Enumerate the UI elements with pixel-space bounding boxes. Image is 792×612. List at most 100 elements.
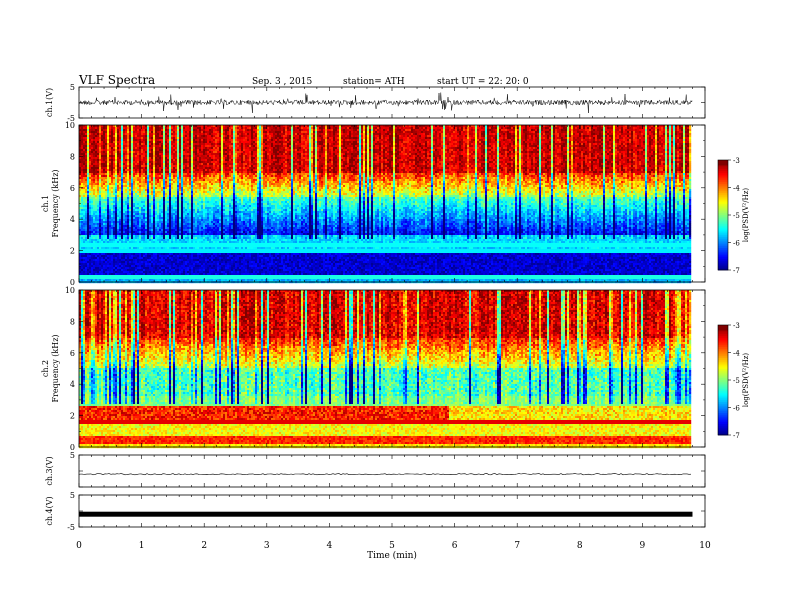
spectrogram-cell — [93, 199, 96, 202]
spectrogram-cell — [149, 129, 152, 132]
spectrogram-cell — [127, 195, 130, 198]
spectrogram-cell — [179, 173, 182, 176]
spectrogram-cell — [139, 167, 142, 170]
spectrogram-cell — [167, 261, 170, 264]
spectrogram-cell — [193, 137, 196, 140]
spectrogram-cell — [163, 143, 166, 146]
spectrogram-cell — [89, 127, 92, 130]
spectrogram-cell — [197, 173, 200, 176]
spectrogram-cell — [81, 129, 84, 132]
spectrogram-cell — [85, 237, 88, 240]
spectrogram-cell — [139, 257, 142, 260]
spectrogram-cell — [131, 169, 134, 172]
spectrogram-cell — [83, 189, 86, 192]
spectrogram-cell — [127, 229, 130, 232]
spectrogram-cell — [99, 203, 102, 206]
spectrogram-cell — [83, 221, 86, 224]
spectrogram-cell — [189, 167, 192, 170]
spectrogram-cell — [139, 231, 142, 234]
spectrogram-cell — [137, 129, 140, 132]
spectrogram-cell — [129, 271, 132, 274]
spectrogram-cell — [93, 229, 96, 232]
spectrogram-cell — [137, 187, 140, 190]
spectrogram-cell — [137, 127, 140, 130]
spectrogram-cell — [113, 151, 116, 154]
spectrogram-cell — [179, 181, 182, 184]
spectrogram-cell — [89, 253, 92, 256]
spectrogram-cell — [111, 135, 114, 138]
spectrogram-cell — [169, 221, 172, 224]
spectrogram-cell — [183, 151, 186, 154]
spectrogram-cell — [195, 265, 198, 268]
spectrogram-cell — [153, 275, 156, 278]
spectrogram-cell — [197, 161, 200, 164]
spectrogram-cell — [187, 185, 190, 188]
spectrogram-cell — [97, 243, 100, 246]
spectrogram-cell — [103, 133, 106, 136]
spectrogram-cell — [187, 209, 190, 212]
spectrogram-cell — [149, 179, 152, 182]
spectrogram-cell — [137, 141, 140, 144]
spectrogram-cell — [101, 251, 104, 254]
spectrogram-cell — [157, 271, 160, 274]
spectrogram-cell — [153, 235, 156, 238]
spectrogram-cell — [183, 147, 186, 150]
spectrogram-cell — [197, 175, 200, 178]
spectrogram-cell — [95, 211, 98, 214]
spectrogram-cell — [173, 137, 176, 140]
spectrogram-cell — [157, 259, 160, 262]
spectrogram-cell — [119, 131, 122, 134]
spectrogram-cell — [147, 239, 150, 242]
spectrogram-cell — [197, 177, 200, 180]
spectrogram-cell — [165, 243, 168, 246]
spectrogram-cell — [191, 211, 194, 214]
spectrogram-cell — [137, 189, 140, 192]
spectrogram-cell — [109, 241, 112, 244]
spectrogram-cell — [79, 259, 82, 262]
spectrogram-cell — [199, 139, 202, 142]
spectrogram-cell — [103, 141, 106, 144]
spectrogram-cell — [173, 265, 176, 268]
spectrogram-cell — [79, 205, 82, 208]
spectrogram-cell — [121, 227, 124, 230]
spectrogram-cell — [121, 147, 124, 150]
spectrogram-cell — [199, 197, 202, 200]
spectrogram-cell — [173, 217, 176, 220]
spectrogram-cell — [81, 205, 84, 208]
spectrogram-cell — [121, 255, 124, 258]
spectrogram-cell — [191, 155, 194, 158]
spectrogram-cell — [149, 239, 152, 242]
spectrogram-cell — [105, 215, 108, 218]
spectrogram-cell — [179, 225, 182, 228]
spectrogram-cell — [115, 277, 118, 280]
spectrogram-cell — [181, 149, 184, 152]
spectrogram-cell — [155, 179, 158, 182]
spectrogram-cell — [83, 157, 86, 160]
spectrogram-cell — [101, 243, 104, 246]
spectrogram-cell — [139, 249, 142, 252]
spectrogram-cell — [161, 259, 164, 262]
spectrogram-cell — [173, 149, 176, 152]
spectrogram-cell — [95, 249, 98, 252]
spectrogram-cell — [157, 153, 160, 156]
spectrogram-cell — [105, 129, 108, 132]
spectrogram-cell — [137, 221, 140, 224]
spectrogram-cell — [171, 141, 174, 144]
spectrogram-cell — [89, 233, 92, 236]
spectrogram-cell — [117, 183, 120, 186]
spectrogram-cell — [145, 181, 148, 184]
spectrogram-cell — [177, 251, 180, 254]
spectrogram-cell — [179, 279, 182, 282]
spectrogram-cell — [139, 181, 142, 184]
spectrogram-cell — [185, 127, 188, 130]
spectrogram-cell — [99, 177, 102, 180]
spectrogram-cell — [81, 249, 84, 252]
spectrogram-cell — [181, 273, 184, 276]
spectrogram-cell — [117, 227, 120, 230]
spectrogram-cell — [195, 129, 198, 132]
spectrogram-cell — [127, 135, 130, 138]
spectrogram-cell — [145, 177, 148, 180]
spectrogram-cell — [113, 127, 116, 130]
spectrogram-cell — [83, 145, 86, 148]
spectrogram-cell — [151, 127, 154, 130]
